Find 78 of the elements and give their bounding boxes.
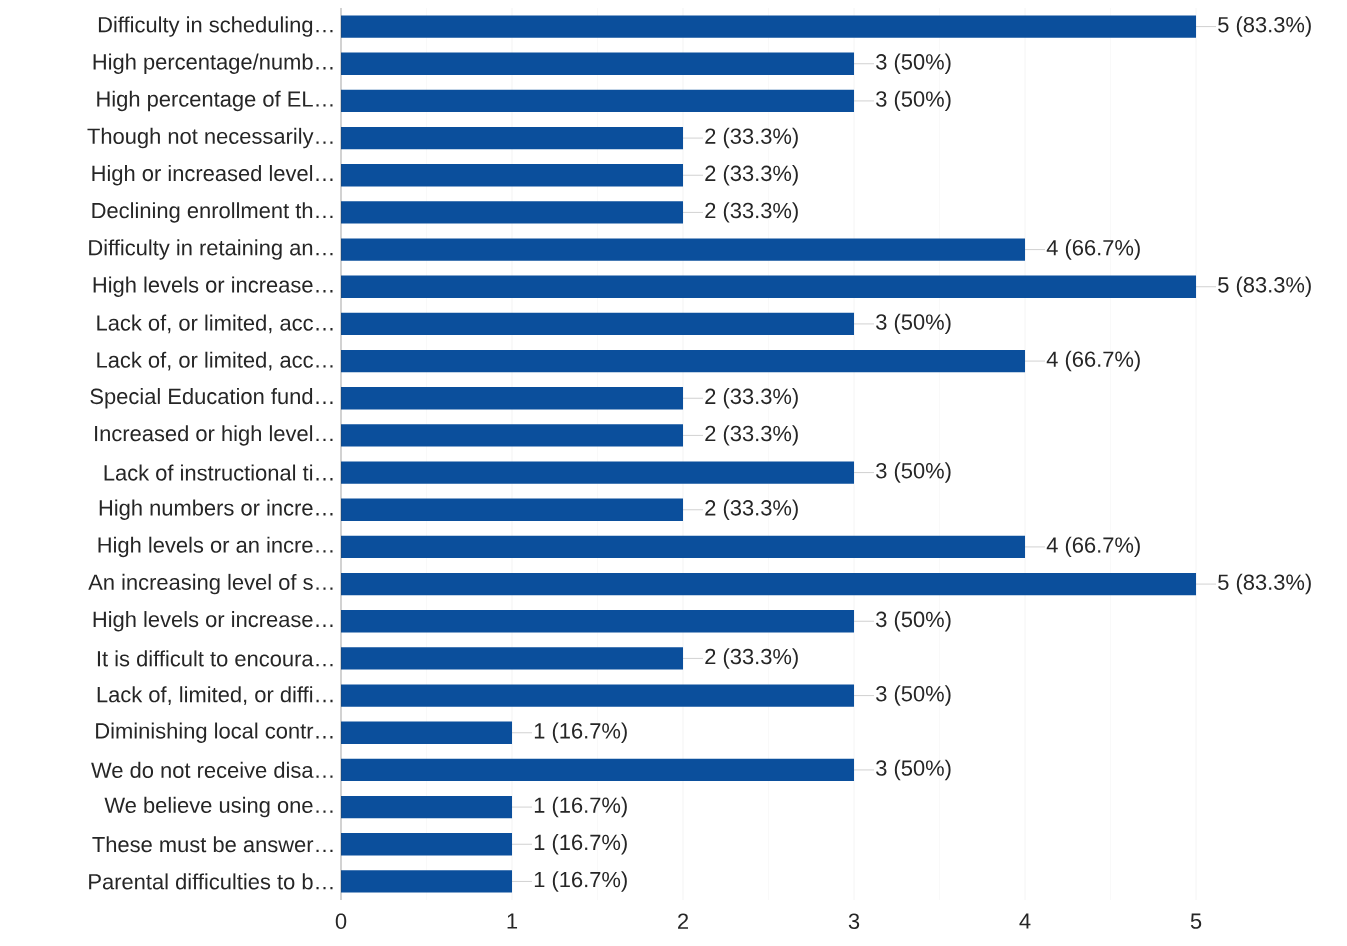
y-tick-label: Though not necessarily…: [87, 127, 333, 149]
bar: [341, 870, 513, 893]
bar: [341, 312, 855, 336]
x-tick-label: 2: [678, 913, 689, 929]
bar: [341, 498, 684, 521]
data-label: 3 (50%): [876, 53, 951, 74]
y-tick-label: High levels or increase…: [93, 276, 333, 297]
bar: [341, 424, 684, 447]
data-label: 1 (16.7%): [534, 834, 627, 855]
y-tick-label: Increased or high level…: [95, 425, 333, 446]
data-label: 4 (66.7%): [1046, 239, 1140, 260]
y-tick-label: Difficulty in scheduling…: [98, 16, 333, 37]
data-label: 2 (33.3%): [705, 648, 798, 669]
x-tick-label: 0: [335, 913, 347, 930]
data-label: 1 (16.7%): [534, 722, 627, 743]
bar: [341, 201, 684, 224]
bar: [341, 684, 855, 707]
bar: [341, 647, 684, 670]
data-label: 2 (33.3%): [705, 499, 798, 520]
data-label: 5 (83.3%): [1218, 16, 1311, 37]
x-tick-label: 5: [1190, 913, 1202, 929]
x-tick-label: 1: [507, 913, 518, 929]
y-tick-label: High percentage of EL…: [97, 90, 333, 112]
y-tick-label: It is difficult to encoura…: [97, 650, 333, 667]
y-tick-label: These must be answer…: [92, 836, 333, 853]
bar: [341, 610, 855, 633]
y-tick-label: Lack of instructional ti…: [104, 464, 333, 481]
y-tick-label: An increasing level of s…: [88, 573, 333, 595]
bar: [341, 15, 1197, 38]
bar: [341, 833, 513, 856]
data-label: 2 (33.3%): [705, 425, 798, 446]
bar: [341, 275, 1197, 298]
y-tick-label: Declining enrollment th…: [92, 202, 333, 223]
bar: [341, 461, 855, 484]
y-tick-label: High numbers or incre…: [99, 499, 333, 520]
data-label: 3 (50%): [876, 759, 951, 781]
bar: [341, 126, 684, 150]
y-tick-label: Lack of, limited, or diffi…: [97, 686, 333, 705]
y-tick-label: We do not receive disa…: [91, 761, 333, 778]
y-tick-label: We believe using one…: [104, 796, 333, 818]
bar: [341, 238, 1026, 261]
data-label: 3 (50%): [876, 90, 951, 112]
y-tick-label: Lack of, or limited, acc…: [97, 314, 333, 334]
bar: [341, 758, 855, 782]
y-tick-label: High or increased level…: [92, 165, 333, 186]
data-label: 2 (33.3%): [705, 202, 798, 223]
bar: [341, 52, 855, 75]
y-tick-label: High percentage/numb…: [93, 53, 333, 74]
data-label: 3 (50%): [876, 685, 951, 706]
data-label: 2 (33.3%): [705, 165, 798, 186]
data-label: 1 (16.7%): [534, 796, 627, 818]
data-label: 4 (66.7%): [1046, 536, 1140, 558]
data-label: 1 (16.7%): [534, 871, 627, 892]
bar: [341, 795, 513, 819]
x-tick-label: 4: [1019, 913, 1031, 929]
data-label: 3 (50%): [876, 462, 951, 483]
y-tick-label: High levels or increase…: [93, 611, 333, 632]
data-label: 2 (33.3%): [705, 388, 798, 409]
bar: [341, 387, 684, 410]
y-tick-label: High levels or an incre…: [98, 536, 333, 558]
y-tick-label: Difficulty in retaining an…: [89, 239, 333, 260]
data-label: 3 (50%): [876, 611, 951, 632]
y-tick-label: Parental difficulties to b…: [89, 873, 333, 890]
bar: [341, 721, 513, 744]
bar: [341, 572, 1197, 596]
data-label: 5 (83.3%): [1218, 276, 1311, 297]
y-tick-label: Diminishing local contr…: [96, 722, 333, 743]
data-label: 3 (50%): [876, 313, 951, 335]
bar: [341, 89, 855, 113]
bar: [341, 535, 1026, 559]
y-tick-label: Lack of, or limited, acc…: [97, 351, 333, 371]
bar: [341, 164, 684, 187]
data-label: 5 (83.3%): [1218, 573, 1311, 595]
data-label: 4 (66.7%): [1046, 350, 1140, 372]
y-tick-label: Special Education fund…: [90, 388, 333, 409]
bar: [341, 349, 1026, 373]
x-tick-label: 3: [848, 913, 860, 930]
data-label: 2 (33.3%): [705, 127, 798, 149]
